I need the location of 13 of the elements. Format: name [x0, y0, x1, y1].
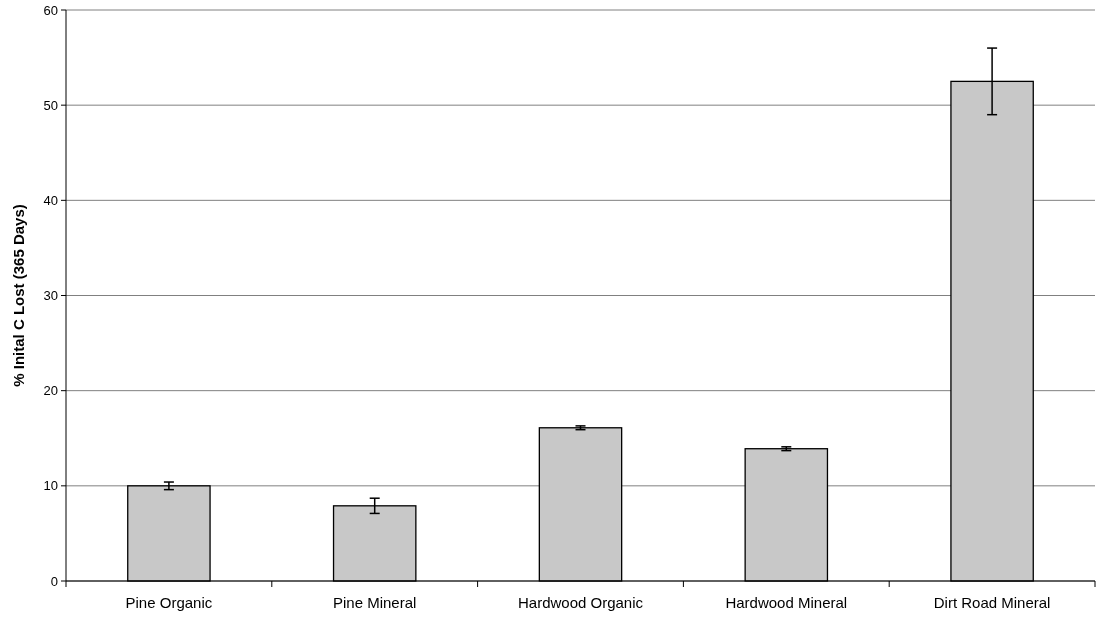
y-tick-label: 40 [43, 192, 58, 208]
x-tick-label: Pine Mineral [333, 594, 417, 611]
y-axis-title: % Inital C Lost (365 Days) [10, 204, 27, 387]
y-tick-label: 60 [43, 2, 58, 18]
y-tick-label: 50 [43, 97, 58, 113]
x-tick-label: Hardwood Mineral [725, 594, 848, 611]
x-tick-label: Pine Organic [125, 594, 213, 611]
x-tick-label: Hardwood Organic [517, 594, 644, 611]
y-tick-label: 30 [43, 288, 58, 304]
x-tick-label: Dirt Road Mineral [933, 594, 1051, 611]
y-tick-label: 10 [43, 478, 58, 494]
y-tick-label: 20 [43, 383, 58, 399]
y-tick-label: 0 [50, 573, 58, 589]
